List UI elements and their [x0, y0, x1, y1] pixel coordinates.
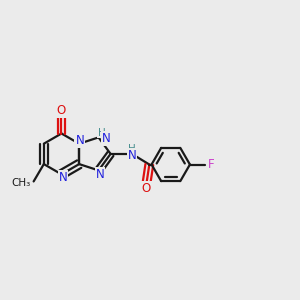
Text: O: O — [142, 182, 151, 195]
Text: CH₃: CH₃ — [11, 178, 31, 188]
Text: O: O — [57, 103, 66, 117]
Text: N: N — [102, 132, 110, 145]
Text: H: H — [128, 144, 136, 154]
Text: H: H — [98, 128, 106, 138]
Text: N: N — [75, 134, 84, 147]
Text: N: N — [128, 148, 136, 162]
Text: N: N — [58, 171, 68, 184]
Text: N: N — [96, 167, 104, 181]
Text: F: F — [208, 158, 215, 171]
